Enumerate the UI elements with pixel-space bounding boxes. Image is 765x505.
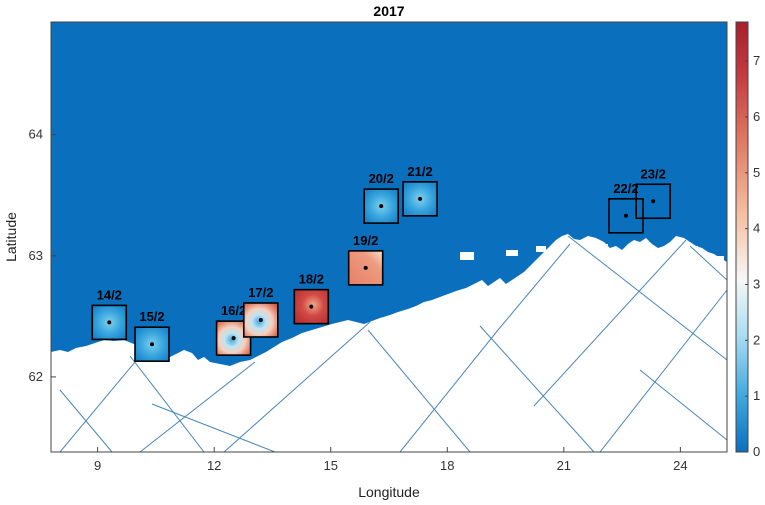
colorbar-gradient (735, 21, 749, 453)
map-title: 2017 (373, 3, 404, 19)
x-tick-label: 9 (94, 458, 101, 473)
observation-date-label: 16/2 (221, 303, 246, 318)
observation-center-dot (107, 320, 112, 325)
y-tick-label: 62 (29, 369, 43, 384)
x-tick-label: 21 (557, 458, 571, 473)
observation-date-label: 19/2 (353, 233, 378, 248)
observation-box-frame (635, 183, 671, 220)
observation-center-dot (363, 265, 368, 270)
observation-center-dot (418, 196, 423, 201)
observation-center-dot (309, 304, 314, 309)
y-axis-label: Latitude (3, 212, 19, 262)
observation-box: 18/2 (293, 272, 330, 325)
x-tick-label: 12 (207, 458, 221, 473)
colorbar-tick-label: 0 (753, 444, 760, 459)
observation-center-dot (651, 199, 656, 204)
x-tick-label: 18 (440, 458, 454, 473)
colorbar-tick-label: 5 (753, 165, 760, 180)
map-plot-area (51, 22, 727, 452)
observation-date-label: 20/2 (369, 171, 394, 186)
observation-box: 22/2 (608, 181, 644, 234)
ground-tracks (59, 235, 727, 452)
y-tick-label: 64 (29, 127, 43, 142)
x-axis-label: Longitude (358, 484, 420, 500)
observation-box: 17/2 (242, 285, 279, 338)
colorbar-tick-label: 2 (753, 332, 760, 347)
observation-center-dot (231, 336, 236, 341)
x-axis: 9 12 15 18 21 24 (94, 447, 688, 473)
y-tick-label: 63 (29, 248, 43, 263)
x-tick-label: 24 (673, 458, 687, 473)
colorbar-tick-label: 6 (753, 109, 760, 124)
colorbar-tick-label: 3 (753, 276, 760, 291)
observation-box: 15/2 (134, 309, 170, 362)
observation-box: 20/2 (363, 171, 400, 224)
observation-center-dot (258, 317, 263, 322)
observation-center-dot (150, 342, 155, 347)
y-axis: 62 63 64 (29, 127, 56, 384)
colorbar: 0 1 2 3 4 5 6 7 (735, 21, 760, 459)
colorbar-tick-label: 1 (753, 388, 760, 403)
observation-center-dot (379, 204, 384, 209)
colorbar-tick-label: 7 (753, 53, 760, 68)
axes-frame (50, 21, 728, 453)
colorbar-tick-label: 4 (753, 221, 760, 236)
observation-date-label: 17/2 (248, 285, 273, 300)
observation-date-label: 18/2 (299, 272, 324, 287)
observation-box: 23/2 (635, 166, 671, 220)
observation-center-dot (623, 213, 628, 218)
observation-box-frame (608, 198, 644, 234)
observation-date-label: 22/2 (613, 181, 638, 196)
coastline-land (51, 234, 727, 452)
observation-box: 14/2 (91, 287, 128, 341)
boxes-layer: 14/2 15/2 16/217/2 18/2 19/2 20/2 21/2 22/223/2 (91, 164, 671, 362)
observation-date-label: 15/2 (139, 309, 164, 324)
observation-box: 19/2 (347, 233, 384, 286)
x-tick-label: 15 (323, 458, 337, 473)
observation-date-label: 23/2 (641, 166, 666, 181)
observation-box: 21/2 (402, 164, 438, 217)
observation-date-label: 14/2 (97, 287, 122, 302)
colorbar-ticks: 0 1 2 3 4 5 6 7 (745, 53, 760, 459)
observation-date-label: 21/2 (407, 164, 432, 179)
